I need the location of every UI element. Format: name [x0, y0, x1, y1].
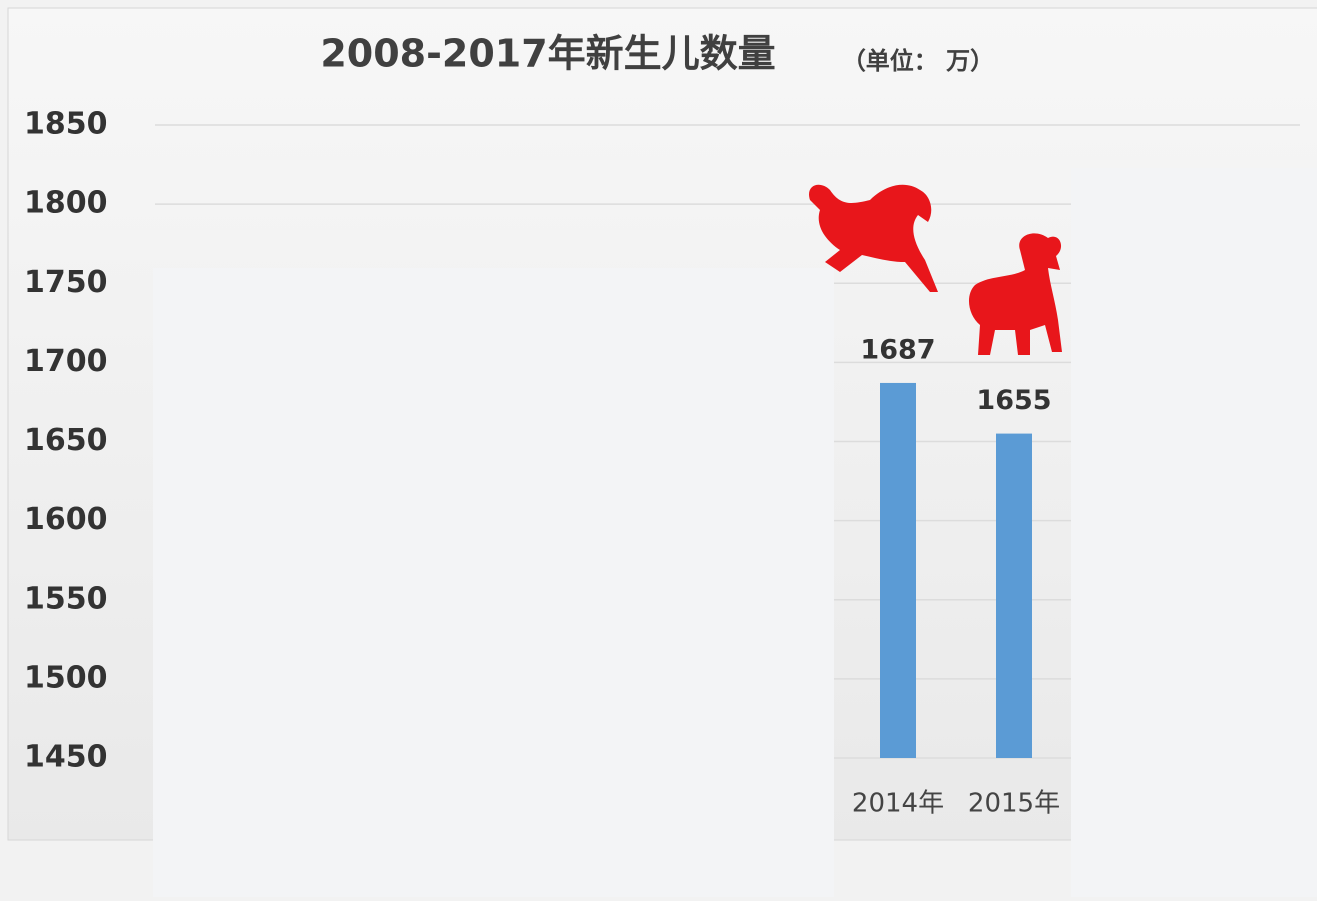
chart-title: 2008-2017年新生儿数量: [320, 32, 775, 76]
y-tick-label: 1850: [24, 107, 108, 142]
page: {"chart_data": {"type": "bar", "title": …: [0, 0, 1317, 897]
bar: [880, 383, 916, 758]
x-tick-label: 2015年: [968, 789, 1060, 819]
chart-subtitle: （单位： 万）: [842, 47, 994, 75]
y-tick-label: 1650: [24, 423, 108, 458]
y-tick-label: 1700: [24, 344, 108, 379]
chart: 1450 1500 1550 1600 1650 1700 1750 1800 1850 2014…: [0, 0, 1317, 897]
x-tick-label: 2014年: [852, 789, 944, 819]
y-tick-label: 1500: [24, 660, 108, 695]
y-tick-label: 1750: [24, 265, 108, 300]
bar: [996, 434, 1032, 758]
overlays: [153, 168, 1317, 897]
cover-box: [1071, 168, 1317, 897]
value-label: 1687: [860, 334, 935, 365]
value-label: 1655: [976, 385, 1051, 416]
y-tick-label: 1800: [24, 186, 108, 221]
cover-box: [153, 268, 834, 897]
y-tick-label: 1550: [24, 581, 108, 616]
y-tick-label: 1450: [24, 740, 108, 775]
y-tick-label: 1600: [24, 502, 108, 537]
